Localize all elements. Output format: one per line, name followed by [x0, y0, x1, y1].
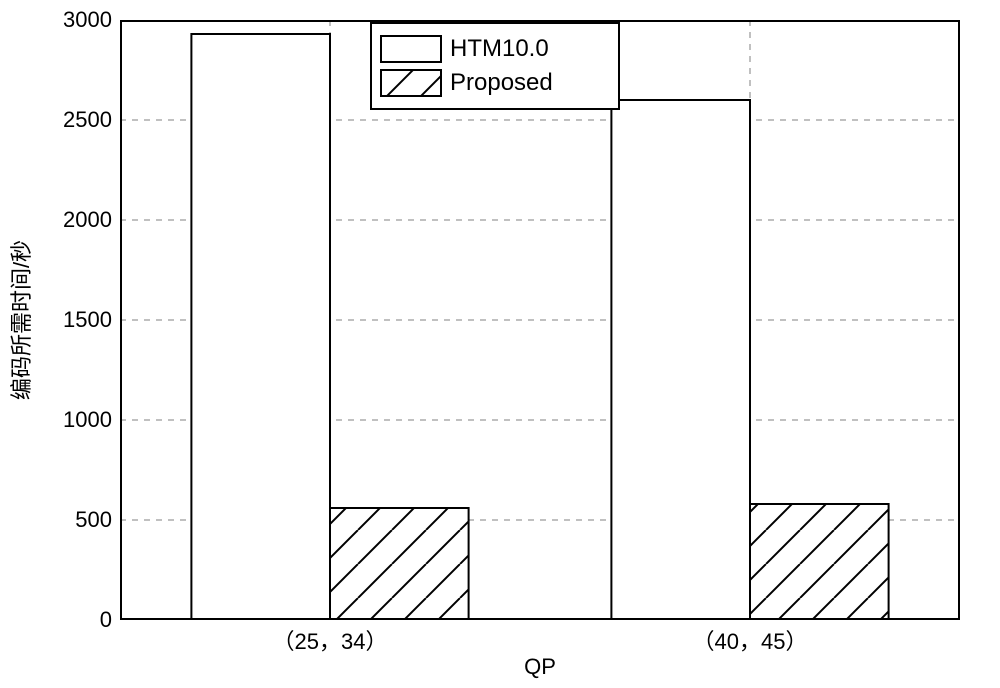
y-tick-label: 3000 [63, 7, 112, 33]
x-axis-label: QP [524, 654, 556, 680]
plot-svg [120, 20, 960, 620]
bar-htm10 [191, 34, 330, 620]
y-axis-label: 编码所需时间/秒 [4, 240, 36, 400]
y-tick-label: 2000 [63, 207, 112, 233]
y-tick-label: 0 [100, 607, 112, 633]
x-tick-label: （40，45） [693, 624, 808, 656]
legend-swatch [380, 35, 442, 63]
bar-htm10 [611, 100, 750, 620]
legend-label: HTM10.0 [450, 35, 549, 63]
legend: HTM10.0 Proposed [370, 22, 620, 110]
y-tick-label: 1000 [63, 407, 112, 433]
bar-proposed [330, 508, 469, 620]
y-tick-label: 2500 [63, 107, 112, 133]
bar-proposed [750, 504, 889, 620]
legend-row: HTM10.0 [380, 35, 610, 63]
y-tick-label: 500 [75, 507, 112, 533]
y-tick-label: 1500 [63, 307, 112, 333]
legend-row: Proposed [380, 69, 610, 97]
legend-label: Proposed [450, 69, 553, 97]
plot-area [120, 20, 960, 620]
x-tick-label: （25，34） [273, 624, 388, 656]
legend-swatch [380, 69, 442, 97]
chart-container: 编码所需时间/秒 QP 0 500 1000 1500 2000 2500 3000 （25… [0, 0, 1000, 688]
